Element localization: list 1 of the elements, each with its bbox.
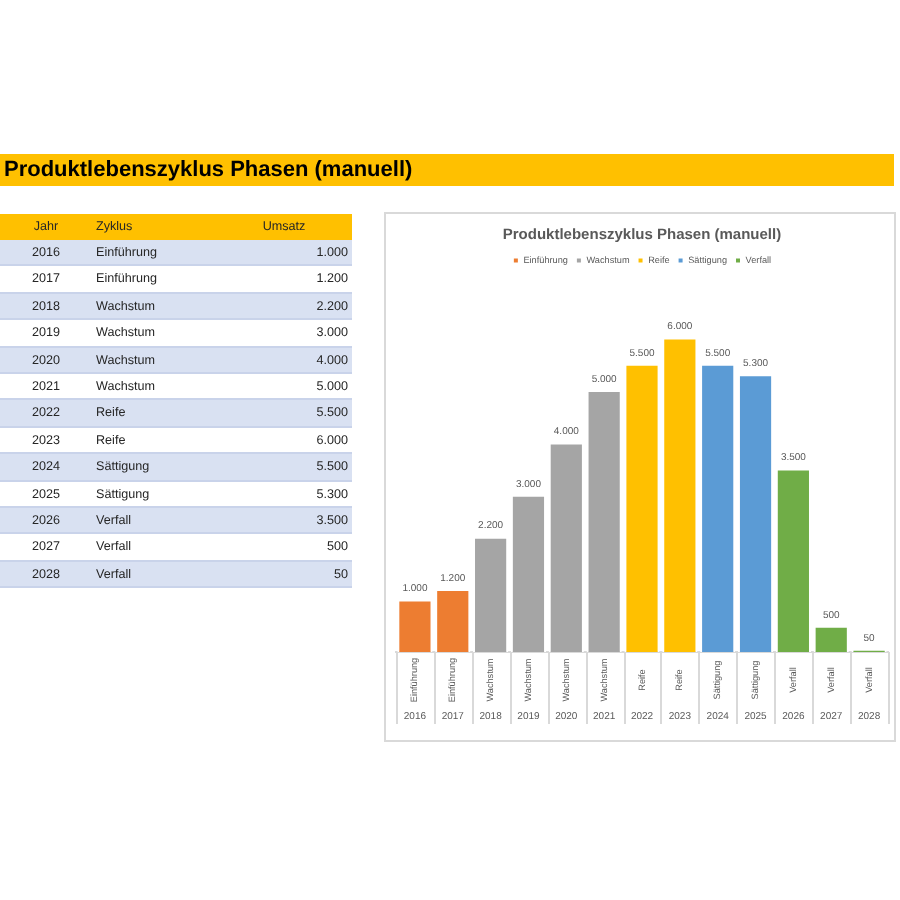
chart-title: Produktlebenszyklus Phasen (manuell) bbox=[4, 158, 413, 182]
